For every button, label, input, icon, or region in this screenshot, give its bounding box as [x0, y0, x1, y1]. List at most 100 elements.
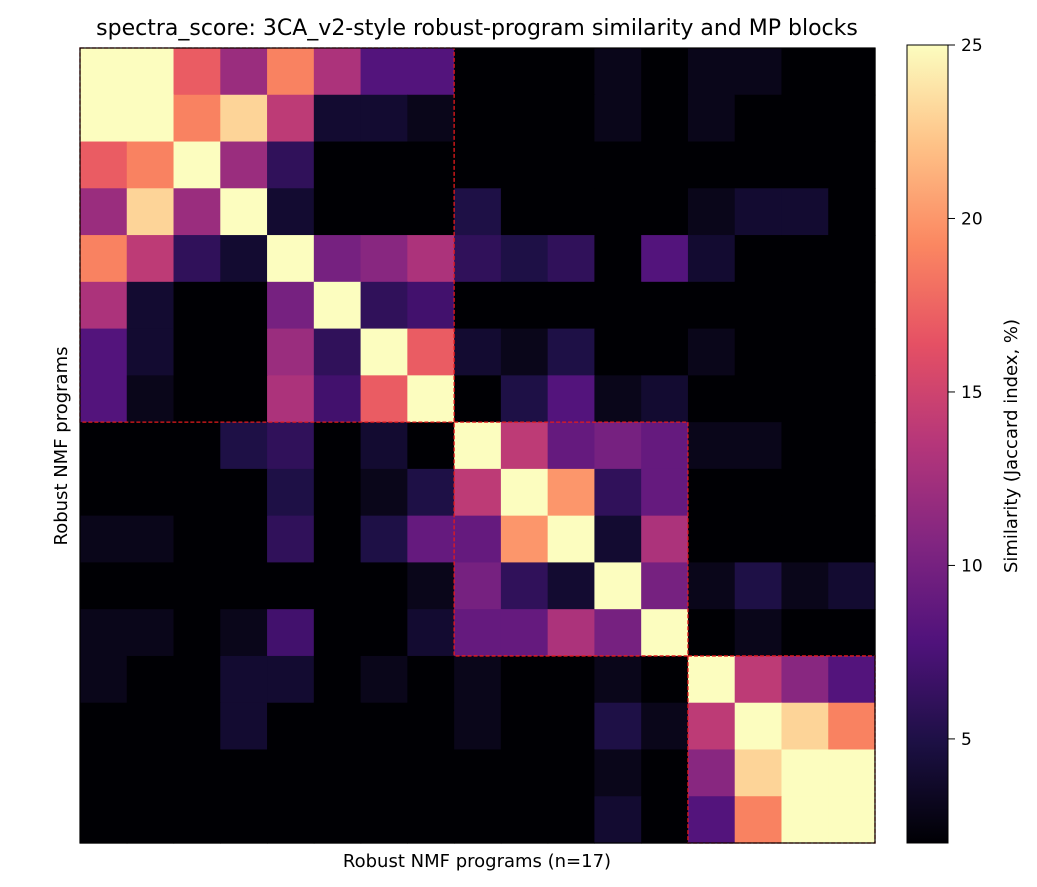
heatmap-cell — [781, 48, 829, 96]
heatmap-cell — [126, 188, 175, 236]
heatmap-cell — [500, 188, 549, 236]
mp-block-outline — [453, 421, 689, 657]
heatmap-cell — [547, 48, 596, 96]
heatmap-cell — [360, 468, 408, 517]
colorbar-label: Similarity (Jaccard index, %) — [1001, 319, 1022, 573]
heatmap-cell — [126, 749, 175, 797]
heatmap-cell — [734, 328, 783, 376]
heatmap-cell — [547, 422, 596, 470]
heatmap-cell — [641, 141, 689, 189]
heatmap-cell — [313, 562, 362, 610]
heatmap-cells — [80, 48, 876, 844]
heatmap-cell — [173, 141, 221, 189]
heatmap-cell — [173, 796, 221, 844]
heatmap-cell — [267, 562, 315, 610]
heatmap-cell — [547, 235, 596, 283]
heatmap-cell — [594, 281, 642, 330]
heatmap-cell — [594, 48, 642, 96]
heatmap-cell — [547, 796, 596, 844]
heatmap-cell — [454, 328, 502, 376]
heatmap-cell — [220, 422, 268, 470]
heatmap-cell — [500, 468, 549, 517]
heatmap-cell — [173, 655, 221, 704]
heatmap-cell — [267, 141, 315, 189]
heatmap-cell — [173, 188, 221, 236]
heatmap-cell — [828, 94, 876, 143]
heatmap-cell — [781, 702, 829, 751]
heatmap-cell — [594, 702, 642, 751]
heatmap-cell — [781, 655, 829, 704]
heatmap-cell — [360, 655, 408, 704]
heatmap-cell — [781, 796, 829, 844]
heatmap-cell — [500, 48, 549, 96]
heatmap-cell — [454, 562, 502, 610]
heatmap-cell — [454, 749, 502, 797]
heatmap-cell — [407, 702, 455, 751]
heatmap-cell — [734, 94, 783, 143]
heatmap-cell — [454, 281, 502, 330]
heatmap-cell — [828, 235, 876, 283]
heatmap-cell — [641, 281, 689, 330]
heatmap-cell — [313, 796, 362, 844]
heatmap-cell — [547, 655, 596, 704]
heatmap-cell — [126, 141, 175, 189]
heatmap-cell — [360, 515, 408, 564]
heatmap-cell — [781, 235, 829, 283]
heatmap-cell — [360, 749, 408, 797]
heatmap-cell — [641, 94, 689, 143]
heatmap-cell — [500, 749, 549, 797]
heatmap-cell — [173, 328, 221, 376]
heatmap-cell — [781, 468, 829, 517]
heatmap-cell — [313, 281, 362, 330]
heatmap-cell — [360, 702, 408, 751]
heatmap-cell — [547, 702, 596, 751]
heatmap-cell — [641, 562, 689, 610]
heatmap-cell — [407, 188, 455, 236]
heatmap-cell — [500, 235, 549, 283]
heatmap-cell — [220, 48, 268, 96]
heatmap-cell — [126, 796, 175, 844]
heatmap-cell — [594, 375, 642, 423]
heatmap-cell — [500, 609, 549, 657]
heatmap-cell — [220, 328, 268, 376]
heatmap-cell — [641, 375, 689, 423]
heatmap-cell — [641, 188, 689, 236]
heatmap-cell — [267, 375, 315, 423]
heatmap-cell — [220, 749, 268, 797]
heatmap-cell — [126, 328, 175, 376]
heatmap-cell — [734, 796, 783, 844]
heatmap-cell — [220, 188, 268, 236]
heatmap-cell — [126, 375, 175, 423]
heatmap-cell — [407, 375, 455, 423]
heatmap-cell — [594, 609, 642, 657]
heatmap-cell — [734, 422, 783, 470]
heatmap-cell — [687, 702, 736, 751]
heatmap-cell — [126, 515, 175, 564]
heatmap-cell — [828, 328, 876, 376]
heatmap-cell — [828, 515, 876, 564]
colorbar-tick-label: 10 — [961, 556, 983, 576]
heatmap-cell — [454, 796, 502, 844]
heatmap-cell — [173, 375, 221, 423]
heatmap-cell — [500, 422, 549, 470]
heatmap-cell — [407, 468, 455, 517]
heatmap-cell — [828, 375, 876, 423]
heatmap-cell — [80, 655, 128, 704]
heatmap-cell — [781, 422, 829, 470]
heatmap-cell — [80, 235, 128, 283]
heatmap-cell — [360, 562, 408, 610]
heatmap-cell — [500, 328, 549, 376]
heatmap-cell — [220, 468, 268, 517]
heatmap-cell — [547, 749, 596, 797]
heatmap-cell — [80, 562, 128, 610]
heatmap-cell — [641, 48, 689, 96]
heatmap-cell — [687, 94, 736, 143]
heatmap-cell — [313, 609, 362, 657]
heatmap-cell — [220, 94, 268, 143]
heatmap-cell — [267, 94, 315, 143]
heatmap-cell — [454, 422, 502, 470]
heatmap-cell — [594, 422, 642, 470]
heatmap-cell — [547, 328, 596, 376]
heatmap-cell — [313, 188, 362, 236]
heatmap-cell — [454, 94, 502, 143]
